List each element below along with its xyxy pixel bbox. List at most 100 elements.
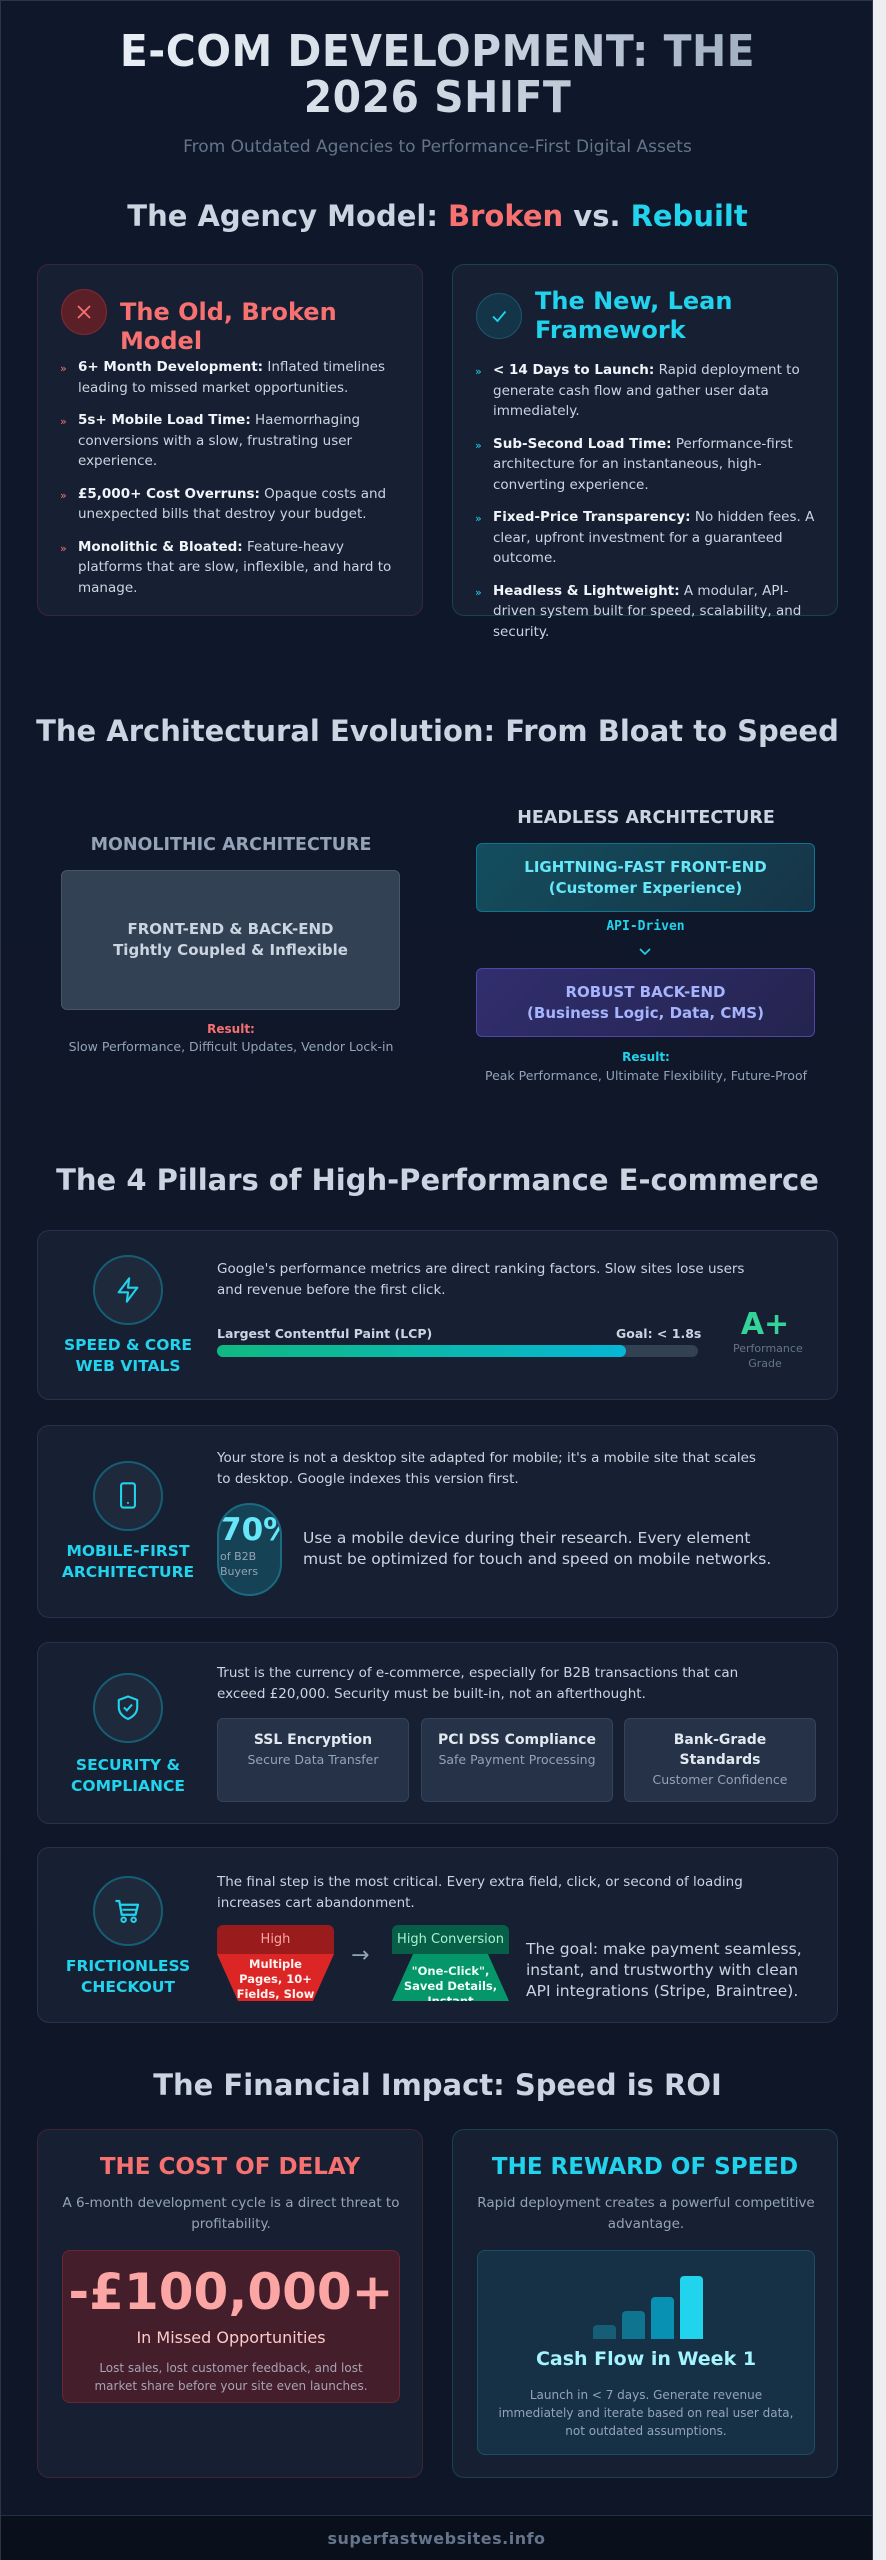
grade-value: A+	[740, 1307, 790, 1342]
headless-result-text: Peak Performance, Ultimate Flexibility, …	[484, 1068, 807, 1083]
old-model-title: The Old, Broken Model	[120, 298, 337, 355]
bullet-icon: »	[60, 362, 67, 375]
mobile-icon	[93, 1461, 163, 1531]
pillar-mobile-text: Your store is not a desktop site adapted…	[217, 1450, 756, 1487]
footer-domain[interactable]: superfastwebsites.info	[1, 2515, 872, 2560]
lcp-goal: Goal: < 1.8s	[616, 1326, 702, 1341]
abandonment-label: High Abandonment	[217, 1925, 334, 1976]
monolithic-result-label: Result:	[207, 1022, 255, 1036]
bullet-icon: »	[60, 541, 67, 555]
grade-label: Performance Grade	[733, 1342, 803, 1370]
pillar-speed-card: SPEED & CORE WEB VITALS Google's performa…	[37, 1230, 838, 1400]
pillar-speed-title: SPEED & CORE WEB VITALS	[64, 1336, 192, 1375]
pillars-heading: The 4 Pillars of High-Performance E-comm…	[56, 1163, 819, 1197]
new-model-title: The New, Lean Framework	[535, 287, 733, 344]
list-item: » Headless & Lightweight: A modular, API-…	[475, 582, 802, 640]
old-model-list: » 6+ Month Development: Inflated timeline…	[60, 357, 400, 610]
pillar-security-text: Trust is the currency of e-commerce, esp…	[217, 1665, 739, 1702]
cart-icon	[93, 1876, 163, 1946]
backend-box: ROBUST BACK-END (Business Logic, Data, C…	[476, 968, 815, 1037]
loss-label: In Missed Opportunities	[136, 2328, 326, 2347]
lcp-label: Largest Contentful Paint (LCP)	[217, 1326, 433, 1341]
headless-result-label: Result:	[622, 1050, 670, 1064]
heading-vs: vs.	[563, 199, 631, 233]
bullet-icon: »	[475, 585, 482, 599]
api-driven-label: API-Driven	[606, 919, 685, 934]
agency-model-heading: The Agency Model: Broken vs. Rebuilt	[1, 199, 874, 233]
loss-amount: -£100,000+	[68, 2263, 394, 2321]
new-model-list: » < 14 Days to Launch: Rapid deployment t…	[475, 360, 820, 654]
arrow-right-icon: →	[351, 1943, 370, 1968]
bullet-icon: »	[475, 438, 482, 452]
bullet-icon: »	[60, 488, 67, 502]
list-item: » Sub-Second Load Time: Performance-first…	[475, 435, 793, 493]
backend-line2: (Business Logic, Data, CMS)	[527, 1003, 764, 1022]
pillar-mobile-card: MOBILE-FIRST ARCHITECTURE Your store is n…	[37, 1425, 838, 1618]
pillar-security-card: SECURITY & COMPLIANCE Trust is the curren…	[37, 1642, 838, 1824]
bar-growth-icon	[593, 2276, 709, 2339]
lcp-progress-fill	[217, 1345, 626, 1357]
financial-heading: The Financial Impact: Speed is ROI	[153, 2068, 722, 2102]
lcp-progress-bar	[217, 1345, 698, 1357]
reward-of-speed-card: THE REWARD OF SPEED Rapid deployment cre…	[452, 2129, 838, 2478]
lightning-icon	[93, 1255, 163, 1325]
page-title: E-COM DEVELOPMENT: THE 2026 SHIFT	[32, 29, 844, 121]
high-conversion-funnel: High Conversion "One-Click", Saved Detai…	[392, 1925, 509, 2001]
list-item: » Fixed-Price Transparency: No hidden fee…	[475, 509, 815, 566]
conversion-label: High Conversion	[392, 1925, 509, 1954]
new-model-card: The New, Lean Framework » < 14 Days to La…	[452, 264, 838, 640]
performance-grade: A+ Performance Grade	[725, 1309, 805, 1371]
page-subtitle: From Outdated Agencies to Performance-Fi…	[183, 137, 692, 157]
backend-line1: ROBUST BACK-END	[565, 982, 726, 1001]
pillar-mobile-title: MOBILE-FIRST ARCHITECTURE	[61, 1542, 195, 1581]
cash-flow-headline: Cash Flow in Week 1	[535, 2348, 757, 2370]
pillar-checkout-card: FRICTIONLESS CHECKOUT The final step is t…	[37, 1847, 838, 2023]
loss-description: Lost sales, lost customer feedback, and …	[94, 2361, 368, 2393]
list-item: » Monolithic & Bloated: Feature-heavy pla…	[60, 538, 392, 596]
pillar-security-title: SECURITY & COMPLIANCE	[71, 1756, 185, 1795]
monolithic-label: MONOLITHIC ARCHITECTURE	[90, 835, 372, 855]
pci-dss-box: PCI DSS Compliance Safe Payment Processin…	[421, 1718, 613, 1802]
heading-broken: Broken	[448, 199, 564, 233]
check-icon	[476, 293, 522, 339]
reward-title: THE REWARD OF SPEED	[491, 2154, 799, 2180]
chevron-down-icon	[638, 942, 652, 961]
conversion-detail: "One-Click", Saved Details, Instant	[392, 1954, 509, 2001]
stat-subtext: of B2B Buyers	[220, 1550, 259, 1578]
list-item: » < 14 Days to Launch: Rapid deployment t…	[475, 362, 800, 419]
cost-of-delay-card: THE COST OF DELAY A 6-month development …	[37, 2129, 423, 2478]
monolithic-box: FRONT-END & BACK-END Tightly Coupled & I…	[61, 870, 400, 1010]
old-model-card: The Old, Broken Model » 6+ Month Developm…	[37, 264, 423, 616]
bullet-icon: »	[475, 512, 482, 525]
bank-grade-box: Bank-Grade Standards Customer Confidence	[624, 1718, 816, 1802]
pillar-checkout-text: The final step is the most critical. Eve…	[217, 1874, 743, 1911]
cash-flow-description: Launch in < 7 days. Generate revenue imm…	[498, 2388, 794, 2438]
ssl-encryption-box: SSL Encryption Secure Data Transfer	[217, 1718, 409, 1802]
b2b-stat-badge: 70% of B2B Buyers	[217, 1503, 282, 1596]
heading-rebuilt: Rebuilt	[630, 199, 748, 233]
pillar-checkout-title: FRICTIONLESS CHECKOUT	[65, 1957, 191, 1996]
close-icon	[61, 289, 107, 335]
bullet-icon: »	[475, 365, 482, 378]
high-abandonment-funnel: High Abandonment Multiple Pages, 10+ Fie…	[217, 1925, 334, 2001]
architecture-heading: The Architectural Evolution: From Bloat …	[36, 714, 839, 748]
bullet-icon: »	[60, 415, 67, 428]
stat-value: 70%	[220, 1512, 280, 1548]
shield-check-icon	[93, 1673, 163, 1743]
list-item: » £5,000+ Cost Overruns: Opaque costs and…	[60, 485, 387, 523]
cash-flow-box: Cash Flow in Week 1 Launch in < 7 days. …	[477, 2250, 815, 2455]
frontend-line2: (Customer Experience)	[548, 878, 743, 897]
abandonment-detail: Multiple Pages, 10+ Fields, Slow Load	[217, 1954, 334, 2001]
monolithic-result-text: Slow Performance, Difficult Updates, Ven…	[68, 1039, 394, 1054]
stat-description: Use a mobile device during their researc…	[303, 1529, 772, 1568]
monolithic-box-line1: FRONT-END & BACK-END	[127, 920, 334, 938]
heading-prefix: The Agency Model:	[127, 199, 449, 233]
frontend-line1: LIGHTNING-FAST FRONT-END	[524, 857, 767, 876]
frontend-box: LIGHTNING-FAST FRONT-END (Customer Exper…	[476, 843, 815, 912]
headless-label: HEADLESS ARCHITECTURE	[517, 808, 775, 828]
monolithic-box-line2: Tightly Coupled & Inflexible	[113, 941, 348, 959]
checkout-goal-text: The goal: make payment seamless, instant…	[526, 1940, 802, 2000]
cost-title: THE COST OF DELAY	[99, 2154, 361, 2180]
reward-subtitle: Rapid deployment creates a powerful comp…	[477, 2195, 815, 2232]
